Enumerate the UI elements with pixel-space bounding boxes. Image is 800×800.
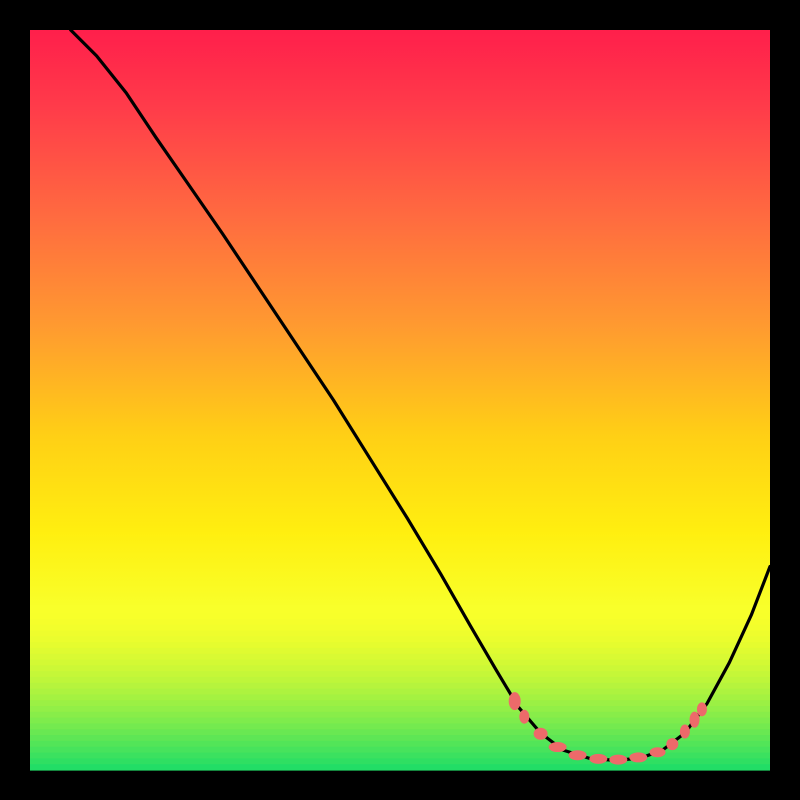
trough-marker: [666, 738, 678, 750]
trough-marker: [629, 752, 647, 762]
trough-marker: [519, 710, 529, 724]
trough-marker: [534, 728, 548, 740]
trough-marker: [690, 712, 700, 728]
trough-marker: [697, 702, 707, 716]
bottleneck-curve-chart: [0, 0, 800, 800]
chart-stage: TheBottleneck.com: [0, 0, 800, 800]
trough-marker: [569, 750, 587, 760]
trough-marker: [549, 742, 567, 752]
trough-marker: [609, 755, 627, 765]
trough-marker: [589, 754, 607, 764]
trough-marker: [650, 747, 666, 757]
trough-marker: [680, 725, 690, 739]
trough-marker: [509, 692, 521, 710]
